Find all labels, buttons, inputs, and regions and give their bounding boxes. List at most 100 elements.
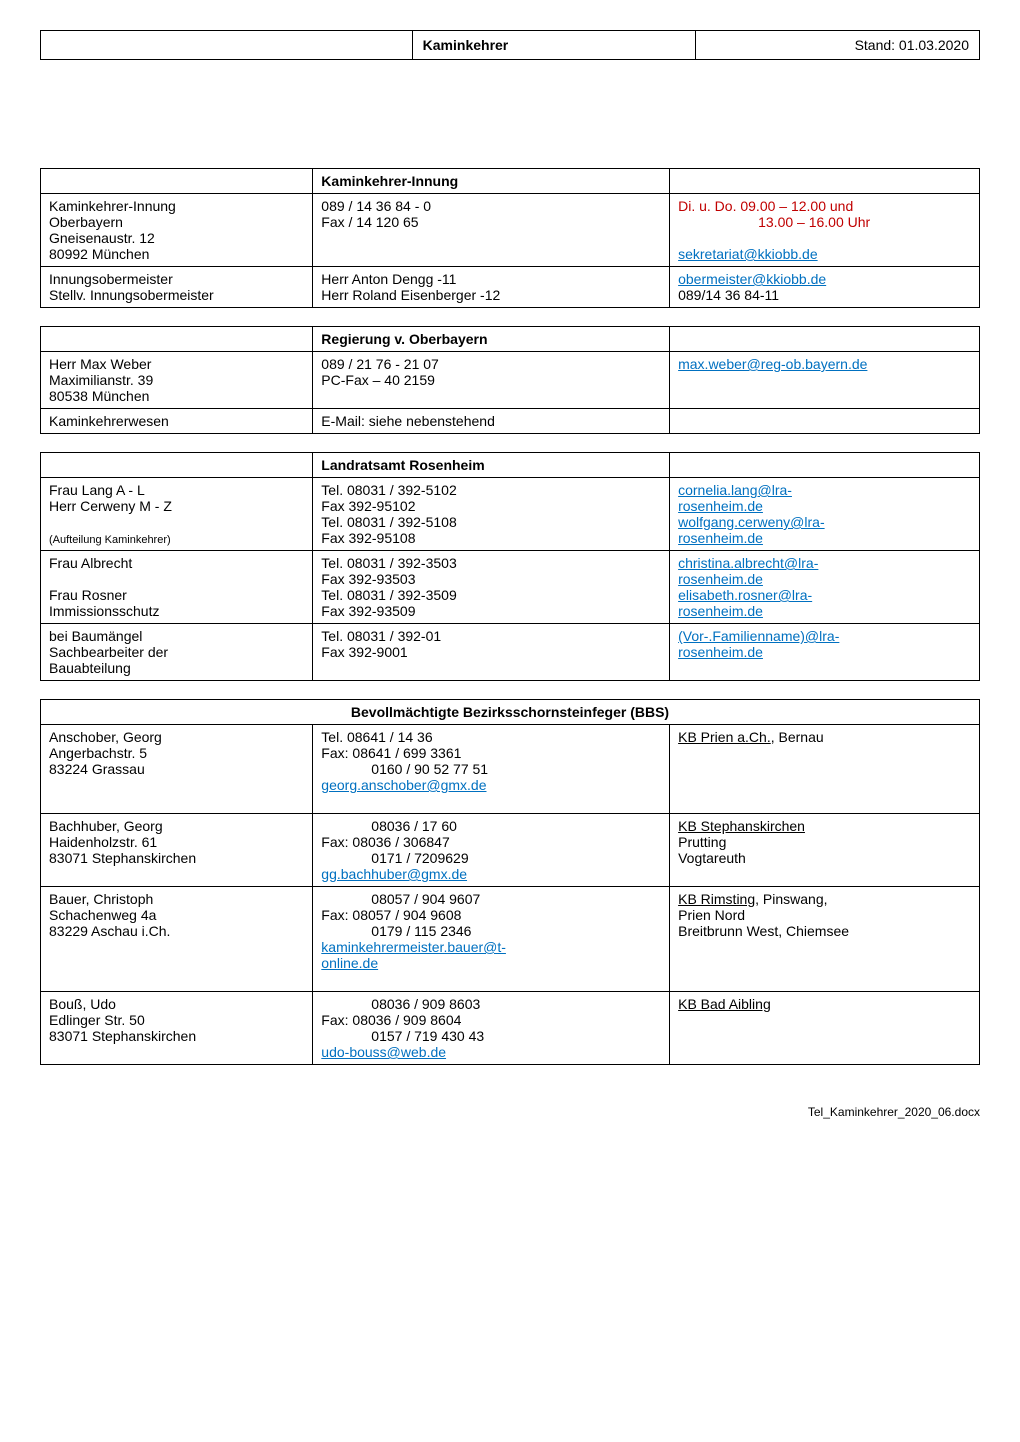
section-header: Bevollmächtigte Bezirksschornsteinfeger … — [41, 700, 980, 725]
email-link[interactable]: kaminkehrermeister.bauer@t- — [321, 939, 506, 955]
text: Immissionsschutz — [49, 603, 159, 619]
text: Fax 392-95102 — [321, 498, 415, 514]
cell: Tel. 08031 / 392-5102 Fax 392-95102 Tel.… — [313, 478, 670, 551]
text: 0160 / 90 52 77 51 — [321, 761, 488, 777]
text: Tel. 08641 / 14 36 — [321, 729, 432, 745]
cell: Tel. 08031 / 392-3503 Fax 392-93503 Tel.… — [313, 551, 670, 624]
text: , Pinswang, — [755, 891, 827, 907]
cell: 08036 / 909 8603 Fax: 08036 / 909 8604 0… — [313, 992, 670, 1065]
email-link[interactable]: rosenheim.de — [678, 644, 763, 660]
cell: 089 / 14 36 84 - 0 Fax / 14 120 65 — [313, 194, 670, 267]
cell: Bauer, Christoph Schachenweg 4a 83229 As… — [41, 887, 313, 992]
text: , Bernau — [771, 729, 824, 745]
email-link[interactable]: wolfgang.cerweny@lra- — [678, 514, 825, 530]
text: Fax 392-93503 — [321, 571, 415, 587]
text: Stellv. Innungsobermeister — [49, 287, 214, 303]
text: 089 / 14 36 84 - 0 — [321, 198, 431, 214]
footer-filename: Tel_Kaminkehrer_2020_06.docx — [40, 1105, 980, 1119]
text: Fax: 08057 / 904 9608 — [321, 907, 461, 923]
text: (Aufteilung Kaminkehrer) — [49, 534, 171, 546]
email-link[interactable]: gg.bachhuber@gmx.de — [321, 866, 467, 882]
cell: KB Prien a.Ch., Bernau — [670, 725, 980, 814]
text: Frau Rosner — [49, 587, 127, 603]
text: 83071 Stephanskirchen — [49, 850, 196, 866]
text: Frau Albrecht — [49, 555, 132, 571]
email-link[interactable]: max.weber@reg-ob.bayern.de — [678, 356, 867, 372]
text: Prutting — [678, 834, 726, 850]
cell: Kaminkehrer-Innung Oberbayern Gneisenaus… — [41, 194, 313, 267]
text: Tel. 08031 / 392-5102 — [321, 482, 456, 498]
text: KB Rimsting — [678, 891, 755, 907]
text: Fax 392-95108 — [321, 530, 415, 546]
text: 80538 München — [49, 388, 149, 404]
cell: max.weber@reg-ob.bayern.de — [670, 352, 980, 409]
email-link[interactable]: christina.albrecht@lra- — [678, 555, 818, 571]
cell: Kaminkehrerwesen — [41, 409, 313, 434]
text: Frau Lang A - L — [49, 482, 145, 498]
email-link[interactable]: georg.anschober@gmx.de — [321, 777, 486, 793]
email-link[interactable]: online.de — [321, 955, 378, 971]
email-link[interactable]: obermeister@kkiobb.de — [678, 271, 826, 287]
text: 0179 / 115 2346 — [321, 923, 471, 939]
innung-table: Kaminkehrer-Innung Kaminkehrer-Innung Ob… — [40, 168, 980, 308]
text: Fax / 14 120 65 — [321, 214, 418, 230]
text: Tel. 08031 / 392-01 — [321, 628, 441, 644]
cell — [41, 327, 313, 352]
text: PC-Fax – 40 2159 — [321, 372, 435, 388]
text: Schachenweg 4a — [49, 907, 156, 923]
email-link[interactable]: rosenheim.de — [678, 603, 763, 619]
text: KB Stephanskirchen — [678, 818, 805, 834]
text: Edlinger Str. 50 — [49, 1012, 145, 1028]
text: Herr Max Weber — [49, 356, 151, 372]
text: Haidenholzstr. 61 — [49, 834, 157, 850]
email-link[interactable]: rosenheim.de — [678, 571, 763, 587]
email-link[interactable]: udo-bouss@web.de — [321, 1044, 446, 1060]
cell: (Vor-.Familienname)@lra- rosenheim.de — [670, 624, 980, 681]
cell: Herr Max Weber Maximilianstr. 39 80538 M… — [41, 352, 313, 409]
cell: bei Baumängel Sachbearbeiter der Bauabte… — [41, 624, 313, 681]
email-link[interactable]: (Vor-.Familienname)@lra- — [678, 628, 839, 644]
text: Fax 392-93509 — [321, 603, 415, 619]
cell: Frau Albrecht Frau Rosner Immissionsschu… — [41, 551, 313, 624]
text: Herr Cerweny M - Z — [49, 498, 172, 514]
cell: cornelia.lang@lra- rosenheim.de wolfgang… — [670, 478, 980, 551]
email-link[interactable]: rosenheim.de — [678, 530, 763, 546]
email-link[interactable]: sekretariat@kkiobb.de — [678, 246, 818, 262]
section-header: Regierung v. Oberbayern — [313, 327, 670, 352]
cell: Herr Anton Dengg -11 Herr Roland Eisenbe… — [313, 267, 670, 308]
email-link[interactable]: elisabeth.rosner@lra- — [678, 587, 812, 603]
text: Bachhuber, Georg — [49, 818, 163, 834]
header-table: Kaminkehrer Stand: 01.03.2020 — [40, 30, 980, 60]
text: Tel. 08031 / 392-3509 — [321, 587, 456, 603]
text: Maximilianstr. 39 — [49, 372, 153, 388]
bbs-table: Bevollmächtigte Bezirksschornsteinfeger … — [40, 699, 980, 1065]
cell: Frau Lang A - L Herr Cerweny M - Z (Auft… — [41, 478, 313, 551]
text: Kaminkehrer-Innung — [49, 198, 176, 214]
text: 08036 / 17 60 — [321, 818, 457, 834]
email-link[interactable]: cornelia.lang@lra- — [678, 482, 792, 498]
text: 80992 München — [49, 246, 149, 262]
cell: christina.albrecht@lra- rosenheim.de eli… — [670, 551, 980, 624]
text: Fax 392-9001 — [321, 644, 407, 660]
text: Herr Roland Eisenberger -12 — [321, 287, 500, 303]
cell — [670, 327, 980, 352]
section-header: Landratsamt Rosenheim — [313, 453, 670, 478]
text: Tel. 08031 / 392-3503 — [321, 555, 456, 571]
landratsamt-table: Landratsamt Rosenheim Frau Lang A - L He… — [40, 452, 980, 681]
text: 13.00 – 16.00 Uhr — [678, 214, 870, 230]
text: 83071 Stephanskirchen — [49, 1028, 196, 1044]
text: Anschober, Georg — [49, 729, 162, 745]
text: 08057 / 904 9607 — [321, 891, 480, 907]
header-title: Kaminkehrer — [412, 31, 696, 60]
email-link[interactable]: rosenheim.de — [678, 498, 763, 514]
cell — [670, 453, 980, 478]
regierung-table: Regierung v. Oberbayern Herr Max Weber M… — [40, 326, 980, 434]
text: Gneisenaustr. 12 — [49, 230, 155, 246]
cell: KB Bad Aibling — [670, 992, 980, 1065]
text: Angerbachstr. 5 — [49, 745, 147, 761]
cell: Innungsobermeister Stellv. Innungsoberme… — [41, 267, 313, 308]
text: Bauabteilung — [49, 660, 131, 676]
text: KB Bad Aibling — [678, 996, 771, 1012]
text: 83229 Aschau i.Ch. — [49, 923, 170, 939]
cell — [41, 453, 313, 478]
